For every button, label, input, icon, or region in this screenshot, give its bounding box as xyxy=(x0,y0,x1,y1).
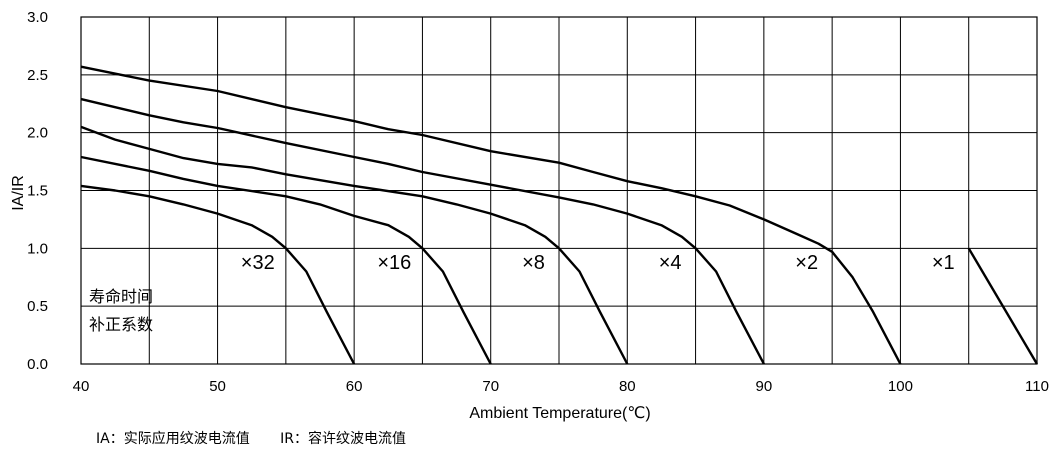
x-tick-label: 90 xyxy=(756,378,773,395)
y-tick-label: 1.5 xyxy=(27,183,48,200)
y-axis-title: IA/IR xyxy=(10,175,27,211)
curve-label: ×2 xyxy=(795,252,818,274)
y-tick-label: 2.5 xyxy=(27,67,48,84)
footnote-ia: IA：实际应用纹波电流值 xyxy=(96,431,250,447)
x-tick-label: 100 xyxy=(888,378,913,395)
annotation-line-1: 寿命时间 xyxy=(89,287,153,306)
y-tick-label: 0.0 xyxy=(27,356,48,373)
x-tick-label: 40 xyxy=(73,378,90,395)
x-tick-label: 80 xyxy=(619,378,636,395)
annotation-line-2: 补正系数 xyxy=(89,315,153,334)
curve-label: ×4 xyxy=(659,252,682,274)
y-tick-label: 2.0 xyxy=(27,125,48,142)
footnote: IA：实际应用纹波电流值 IR：容许纹波电流值 xyxy=(96,428,406,448)
y-tick-label: 0.5 xyxy=(27,298,48,315)
x-tick-label: 110 xyxy=(1025,378,1049,395)
x-tick-label: 60 xyxy=(346,378,363,395)
x-tick-label: 50 xyxy=(209,378,226,395)
x-tick-label: 70 xyxy=(482,378,499,395)
series-line-2 xyxy=(80,155,492,365)
curve-label: ×1 xyxy=(932,252,955,274)
series-line-4 xyxy=(80,97,765,365)
series-line-3 xyxy=(80,125,629,365)
ticks-layer: 40 50 60 70 80 90 100 110 0.0 0.5 1.0 1.5 2.0 2.5 3.0 xyxy=(27,9,1049,395)
plot-frame xyxy=(80,16,1038,365)
series-line-1 xyxy=(80,184,356,365)
series-line-6 xyxy=(967,247,1039,365)
grid-layer xyxy=(80,16,1038,365)
curve-label: ×32 xyxy=(241,252,275,274)
y-tick-label: 1.0 xyxy=(27,240,48,257)
series-layer xyxy=(80,65,1039,365)
footnote-ir: IR：容许纹波电流值 xyxy=(280,431,407,447)
curve-label: ×16 xyxy=(377,252,411,274)
y-tick-label: 3.0 xyxy=(27,9,48,26)
curve-labels-layer: ×32 ×16 ×8 ×4 ×2 ×1 xyxy=(241,252,955,274)
series-line-5 xyxy=(80,65,902,365)
curve-label: ×8 xyxy=(522,252,545,274)
x-axis-title: Ambient Temperature(℃) xyxy=(469,405,650,422)
